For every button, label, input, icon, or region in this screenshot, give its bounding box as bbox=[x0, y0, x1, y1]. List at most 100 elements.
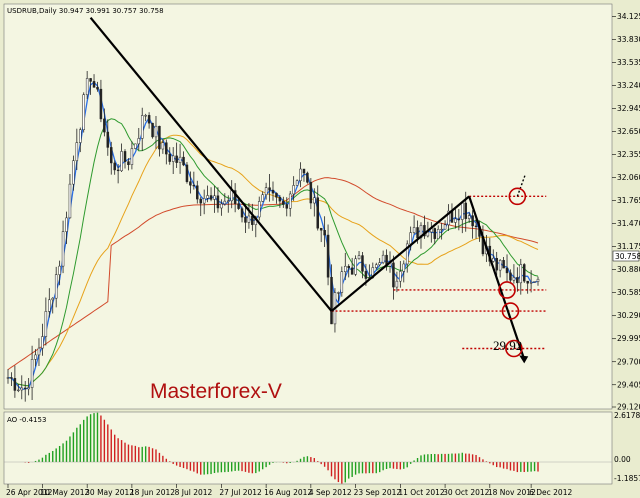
time-tick-label: 30 Oct 2012 bbox=[443, 488, 490, 497]
candle-body bbox=[123, 151, 127, 162]
price-tick-label: 33.240 bbox=[617, 81, 640, 90]
candle-body bbox=[505, 267, 509, 274]
candle-body bbox=[189, 181, 192, 186]
time-tick-label: 11 Oct 2012 bbox=[398, 488, 445, 497]
ao-label: AO -0.4153 bbox=[7, 416, 46, 424]
candle-body bbox=[240, 208, 244, 218]
target-circle bbox=[508, 187, 527, 206]
candle-body bbox=[82, 94, 85, 130]
candle-body bbox=[54, 274, 58, 299]
candle-body bbox=[103, 118, 106, 133]
time-tick-label: 27 Jul 2012 bbox=[219, 488, 262, 497]
candle-body bbox=[137, 138, 141, 145]
price-tick-label: 31.470 bbox=[617, 219, 640, 228]
target-circle bbox=[505, 339, 523, 358]
candle-body bbox=[158, 125, 161, 150]
price-tick-label: 32.355 bbox=[617, 150, 640, 159]
candle-body bbox=[474, 225, 478, 228]
candle-body bbox=[361, 255, 364, 272]
candle-body bbox=[495, 257, 498, 271]
candle-body bbox=[533, 281, 536, 283]
time-tick-label: 18 Nov 2012 bbox=[488, 488, 536, 497]
candle-body bbox=[512, 277, 516, 281]
symbol-header: USDRUB,Daily 30.947 30.991 30.757 30.758 bbox=[7, 7, 164, 15]
price-axis: 34.125 33.830 33.535 33.240 32.945 32.650 32.3… bbox=[612, 12, 640, 412]
candle-body bbox=[529, 282, 533, 284]
candle-body bbox=[319, 227, 323, 231]
candle-body bbox=[257, 201, 261, 218]
ao-tick-label: 0.00 bbox=[614, 455, 631, 464]
price-tick-label: 34.125 bbox=[617, 12, 640, 21]
candle-body bbox=[237, 203, 240, 209]
time-tick-label: 30 May 2012 bbox=[85, 488, 134, 497]
candle-body bbox=[30, 359, 34, 388]
candle-body bbox=[120, 151, 123, 172]
candle-body bbox=[213, 195, 216, 200]
candle-body bbox=[178, 156, 182, 163]
trend-line bbox=[89, 17, 333, 312]
candle-body bbox=[23, 387, 27, 390]
candle-body bbox=[147, 115, 151, 124]
candle-body bbox=[337, 292, 340, 294]
candle-body bbox=[423, 225, 426, 237]
candle-body bbox=[68, 183, 72, 219]
candle-body bbox=[306, 172, 309, 183]
candle-body bbox=[461, 202, 464, 220]
candle-body bbox=[392, 262, 395, 288]
candle-body bbox=[354, 258, 357, 275]
candle-body bbox=[17, 389, 20, 392]
candle-body bbox=[96, 87, 99, 90]
candle-body bbox=[185, 164, 189, 182]
price-tick-label: 29.700 bbox=[617, 357, 640, 366]
ma-red-line bbox=[7, 177, 539, 371]
candle-body bbox=[340, 271, 344, 293]
candle-body bbox=[92, 81, 96, 88]
candle-body bbox=[344, 265, 347, 272]
candle-body bbox=[20, 387, 24, 391]
time-tick-label: 23 Sep 2012 bbox=[354, 488, 402, 497]
candle-body bbox=[65, 217, 68, 232]
target-circle bbox=[501, 302, 520, 320]
time-tick-label: 16 Aug 2012 bbox=[264, 488, 312, 497]
watermark-text: Masterforex-V bbox=[150, 380, 282, 403]
current-price-tag bbox=[612, 250, 640, 262]
candle-body bbox=[206, 195, 209, 199]
candle-body bbox=[309, 182, 313, 204]
price-tick-label: 30.880 bbox=[617, 265, 640, 274]
current-price-label: 30.758 bbox=[615, 252, 640, 261]
candle-body bbox=[416, 227, 419, 239]
ao-axis: 2.6178 0.00 -1.1857 bbox=[614, 411, 640, 483]
price-tick-label: 29.995 bbox=[617, 334, 640, 343]
candle-body bbox=[144, 115, 147, 117]
candle-body bbox=[464, 202, 467, 219]
candle-body bbox=[278, 196, 282, 202]
ao-tick-label: 2.6178 bbox=[614, 411, 640, 420]
candle-body bbox=[381, 254, 385, 263]
candle-body bbox=[323, 229, 326, 236]
candle-body bbox=[313, 197, 316, 204]
candle-body bbox=[247, 215, 251, 223]
candle-body bbox=[519, 264, 523, 284]
trend-line bbox=[330, 195, 470, 312]
candle-body bbox=[209, 195, 213, 200]
candle-body bbox=[99, 88, 103, 120]
annotation-price: 29.92 bbox=[493, 338, 522, 353]
candle-body bbox=[41, 336, 44, 349]
candle-body bbox=[165, 142, 168, 155]
candle-body bbox=[109, 147, 113, 164]
candle-body bbox=[454, 218, 457, 223]
ao-histogram bbox=[4, 412, 612, 484]
target-circle bbox=[498, 281, 516, 299]
candle-body bbox=[436, 229, 440, 239]
candle-body bbox=[502, 260, 505, 269]
candle-body bbox=[134, 143, 137, 149]
candle-body bbox=[61, 231, 65, 267]
candle-body bbox=[261, 194, 264, 202]
candle-body bbox=[457, 218, 461, 220]
candle-body bbox=[350, 267, 354, 275]
price-tick-label: 33.535 bbox=[617, 58, 640, 67]
candle-body bbox=[175, 155, 178, 163]
candles bbox=[6, 71, 540, 402]
